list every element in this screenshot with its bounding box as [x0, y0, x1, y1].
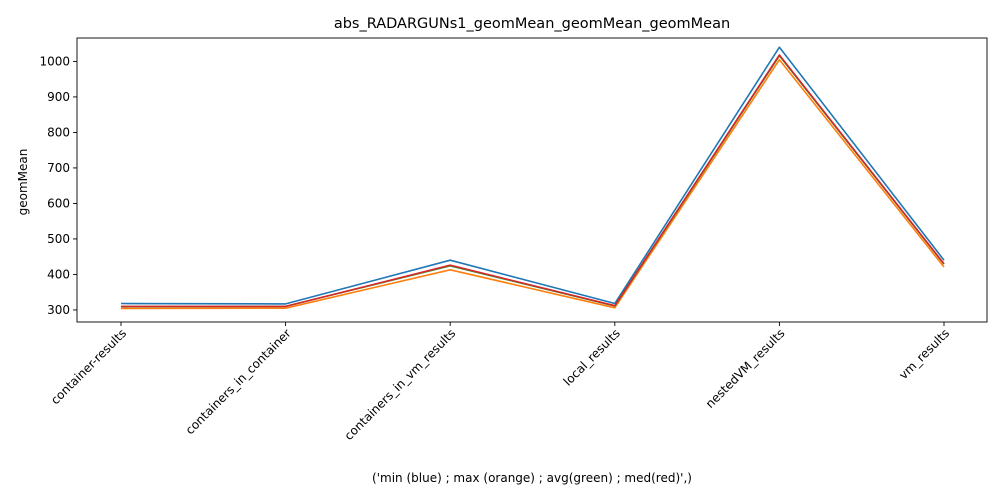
- series-line-1: [120, 58, 945, 310]
- x-axis-title: ('min (blue) ; max (orange) ; avg(green)…: [372, 471, 692, 485]
- x-tick-label: nestedVM_results: [703, 326, 788, 411]
- x-tick-label: containers_in_vm_results: [342, 326, 459, 443]
- x-tick-label: container-results: [48, 326, 129, 407]
- y-tick-label: 1000: [39, 54, 70, 68]
- y-tick-label: 300: [47, 303, 70, 317]
- plot-area: 300 400 500 600 700 800 900 1000 container-resul…: [39, 37, 988, 443]
- x-tick-label: containers_in_container: [183, 326, 294, 437]
- series-line-3: [121, 54, 945, 308]
- plot-frame: [76, 37, 988, 323]
- y-axis-title: geomMean: [16, 149, 30, 216]
- y-tick-label: 900: [47, 90, 70, 104]
- y-tick-label: 600: [47, 196, 70, 210]
- y-tick-label: 800: [47, 125, 70, 139]
- y-tick-label: 500: [47, 232, 70, 246]
- y-tick-label: 400: [47, 267, 70, 281]
- chart-title: abs_RADARGUNs1_geomMean_geomMean_geomMea…: [334, 16, 730, 32]
- x-tick-label: vm_results: [896, 326, 952, 382]
- series-line-0: [120, 46, 945, 305]
- y-tick-label: 700: [47, 161, 70, 175]
- series-line-2: [120, 54, 945, 308]
- x-tick-label: local_results: [561, 326, 623, 388]
